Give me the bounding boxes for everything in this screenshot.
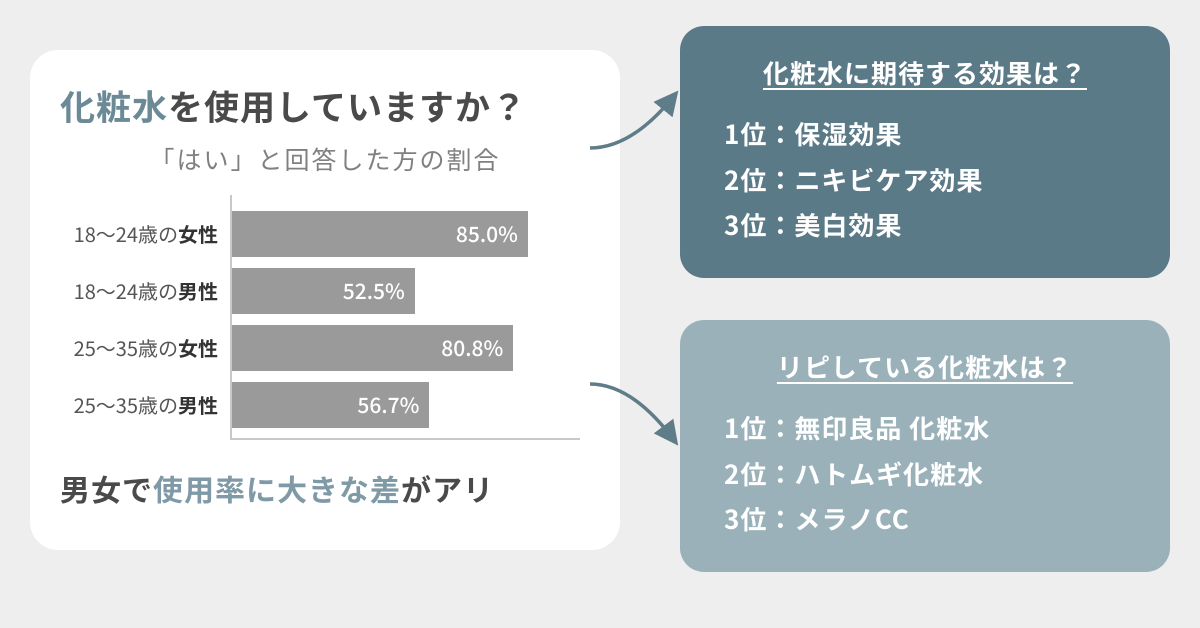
conclusion-prefix: 男女で (60, 466, 153, 510)
ranking-item: 2位：ハトムギ化粧水 (724, 451, 1134, 497)
ranking-item: 1位：無印良品 化粧水 (724, 405, 1134, 451)
ranking-list: 1位：保湿効果2位：ニキビケア効果3位：美白効果 (716, 111, 1134, 248)
bar-label: 25〜35歳の女性 (74, 325, 218, 371)
bar-value: 80.8% (441, 333, 503, 363)
bar-row: 18〜24歳の男性52.5% (232, 268, 580, 314)
title-accent-word: 化粧水 (60, 80, 168, 131)
ranking-list: 1位：無印良品 化粧水2位：ハトムギ化粧水3位：メラノCC (716, 405, 1134, 542)
bar-value: 85.0% (456, 219, 518, 249)
bar: 56.7% (232, 382, 429, 428)
conclusion-accent: 使用率に大きな差 (153, 466, 401, 510)
conclusion-suffix: がアリ (401, 466, 494, 510)
bar-label: 18〜24歳の女性 (74, 211, 218, 257)
bar-label: 25〜35歳の男性 (74, 382, 218, 428)
title-rest: を使用していますか？ (168, 80, 527, 131)
usage-bar-chart: 18〜24歳の女性85.0% 18〜24歳の男性52.5% 25〜35歳の女性80.… (230, 195, 580, 440)
bar-row: 18〜24歳の女性85.0% (232, 211, 580, 257)
repeat-products-card: リピしている化粧水は？ 1位：無印良品 化粧水2位：ハトムギ化粧水3位：メラノC… (680, 320, 1170, 572)
panel-title: 化粧水を使用していますか？ (60, 80, 590, 131)
bar-label: 18〜24歳の男性 (74, 268, 218, 314)
ranking-item: 1位：保湿効果 (724, 111, 1134, 157)
panel-conclusion: 男女で使用率に大きな差がアリ (60, 466, 590, 510)
bar: 52.5% (232, 268, 415, 314)
bar: 80.8% (232, 325, 513, 371)
bar-row: 25〜35歳の女性80.8% (232, 325, 580, 371)
ranking-item: 3位：メラノCC (724, 496, 1134, 542)
survey-panel: 化粧水を使用していますか？ 「はい」と回答した方の割合 18〜24歳の女性85.… (30, 50, 620, 550)
panel-subtitle: 「はい」と回答した方の割合 (60, 141, 590, 177)
card-title: 化粧水に期待する効果は？ (716, 54, 1134, 91)
ranking-item: 2位：ニキビケア効果 (724, 157, 1134, 203)
expected-effects-card: 化粧水に期待する効果は？ 1位：保湿効果2位：ニキビケア効果3位：美白効果 (680, 26, 1170, 278)
card-title: リピしている化粧水は？ (716, 348, 1134, 385)
bar-value: 56.7% (357, 390, 419, 420)
bar-row: 25〜35歳の男性56.7% (232, 382, 580, 428)
bar-value: 52.5% (343, 276, 405, 306)
bar: 85.0% (232, 211, 528, 257)
ranking-item: 3位：美白効果 (724, 202, 1134, 248)
